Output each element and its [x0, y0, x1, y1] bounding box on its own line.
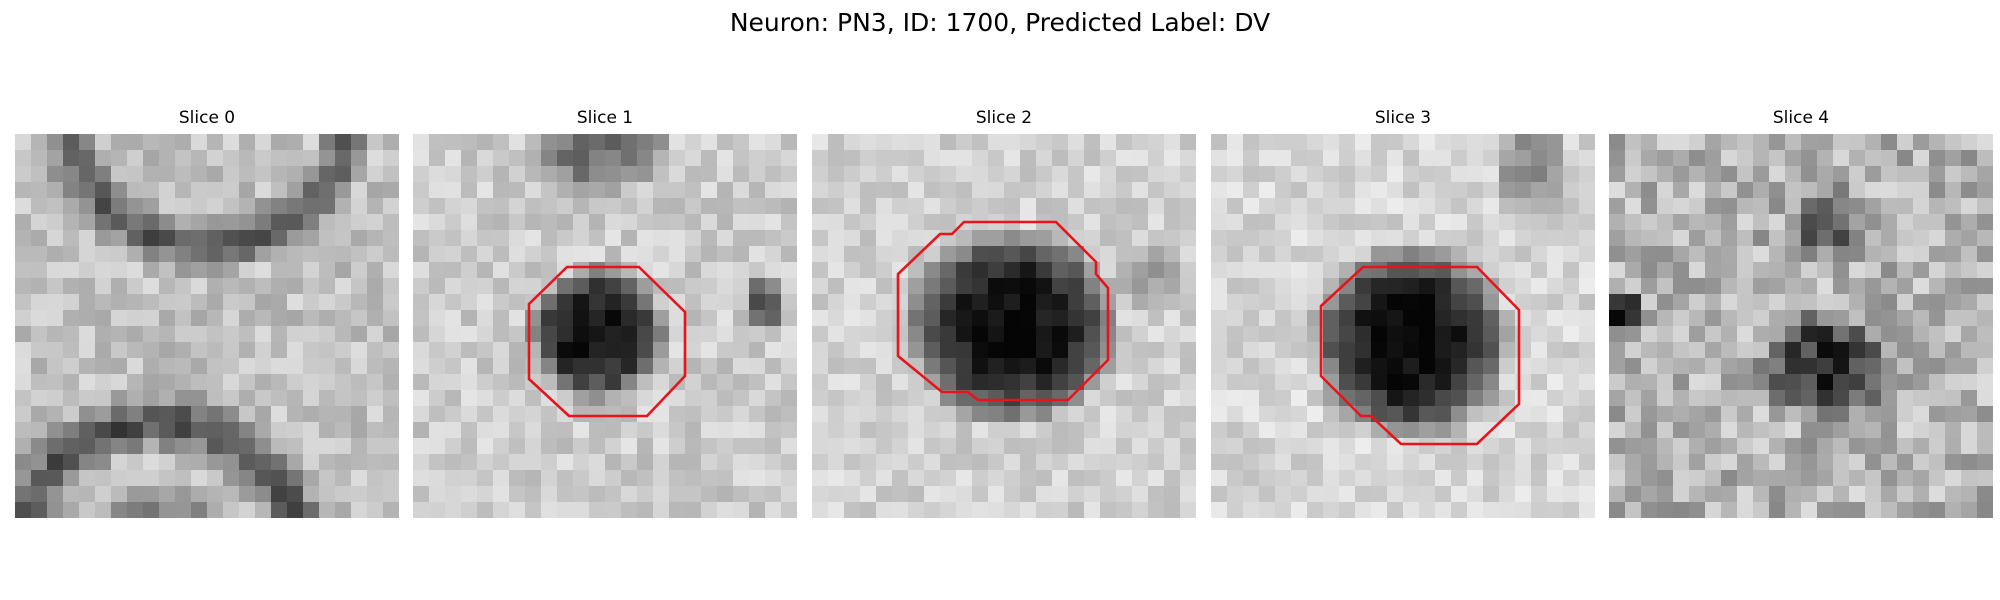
slice-title: Slice 3	[1374, 108, 1432, 128]
slice-image	[812, 134, 1196, 518]
roi-contour-overlay	[1319, 265, 1521, 446]
slice-0-image	[15, 134, 399, 518]
roi-contour-overlay	[527, 265, 687, 418]
slice-title: Slice 1	[576, 108, 634, 128]
slice-image	[1211, 134, 1595, 518]
roi-contour-overlay	[896, 220, 1110, 402]
slice-image	[1609, 134, 1993, 518]
roi-contour	[896, 220, 1110, 402]
slice-4-image	[1609, 134, 1993, 518]
roi-contour	[527, 265, 687, 418]
roi-contour	[1319, 265, 1521, 446]
slice-image	[15, 134, 399, 518]
slice-3-image	[1211, 134, 1595, 518]
slice-image	[413, 134, 797, 518]
slice-title: Slice 4	[1772, 108, 1830, 128]
slice-title: Slice 2	[975, 108, 1033, 128]
figure-title: Neuron: PN3, ID: 1700, Predicted Label: …	[729, 8, 1271, 37]
slice-2-image	[812, 134, 1196, 518]
slice-title: Slice 0	[178, 108, 236, 128]
slice-1-image	[413, 134, 797, 518]
